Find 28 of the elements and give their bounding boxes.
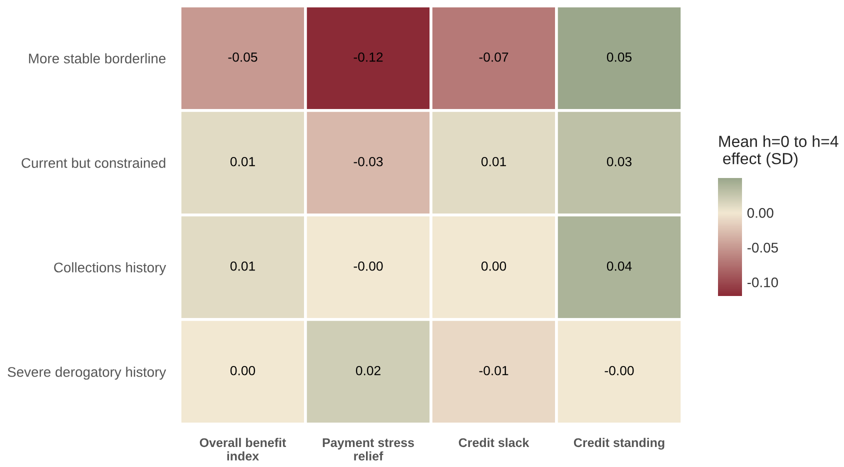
data-label: 0.01 (230, 156, 255, 166)
y-tick-label: Severe derogatory history (8, 366, 166, 380)
data-label: 0.01 (230, 261, 255, 271)
color-bar-title: Mean h=0 to h=4 effect (SD) (719, 135, 838, 168)
x-tick-label: Credit standing (574, 438, 664, 450)
data-label: 0.03 (606, 156, 632, 166)
x-tick-label: Credit slack (458, 438, 530, 448)
y-tick-label: Collections history (54, 262, 166, 276)
data-label: -0.12 (354, 52, 383, 62)
data-label: -0.00 (604, 366, 634, 376)
y-tick-label: More stable borderline (29, 53, 166, 64)
data-label: -0.07 (479, 52, 508, 62)
data-label: -0.05 (228, 52, 258, 62)
color-bar-label: -0.10 (747, 277, 778, 288)
data-label: 0.02 (356, 366, 380, 376)
x-tick-label: Payment stress relief (322, 438, 414, 461)
data-label: -0.03 (354, 156, 383, 166)
data-label: 0.00 (230, 366, 256, 376)
data-label: 0.01 (481, 156, 506, 166)
data-label: 0.00 (481, 261, 506, 271)
data-label: 0.04 (606, 261, 632, 271)
data-label: 0.05 (606, 52, 632, 62)
y-tick-label: Current but constrained (22, 158, 166, 168)
x-tick-label: Overall benefit index (200, 438, 286, 461)
data-label: -0.00 (354, 261, 383, 271)
color-bar-label: -0.05 (747, 242, 778, 253)
data-label: -0.01 (479, 366, 508, 376)
color-bar-label: 0.00 (747, 208, 774, 218)
